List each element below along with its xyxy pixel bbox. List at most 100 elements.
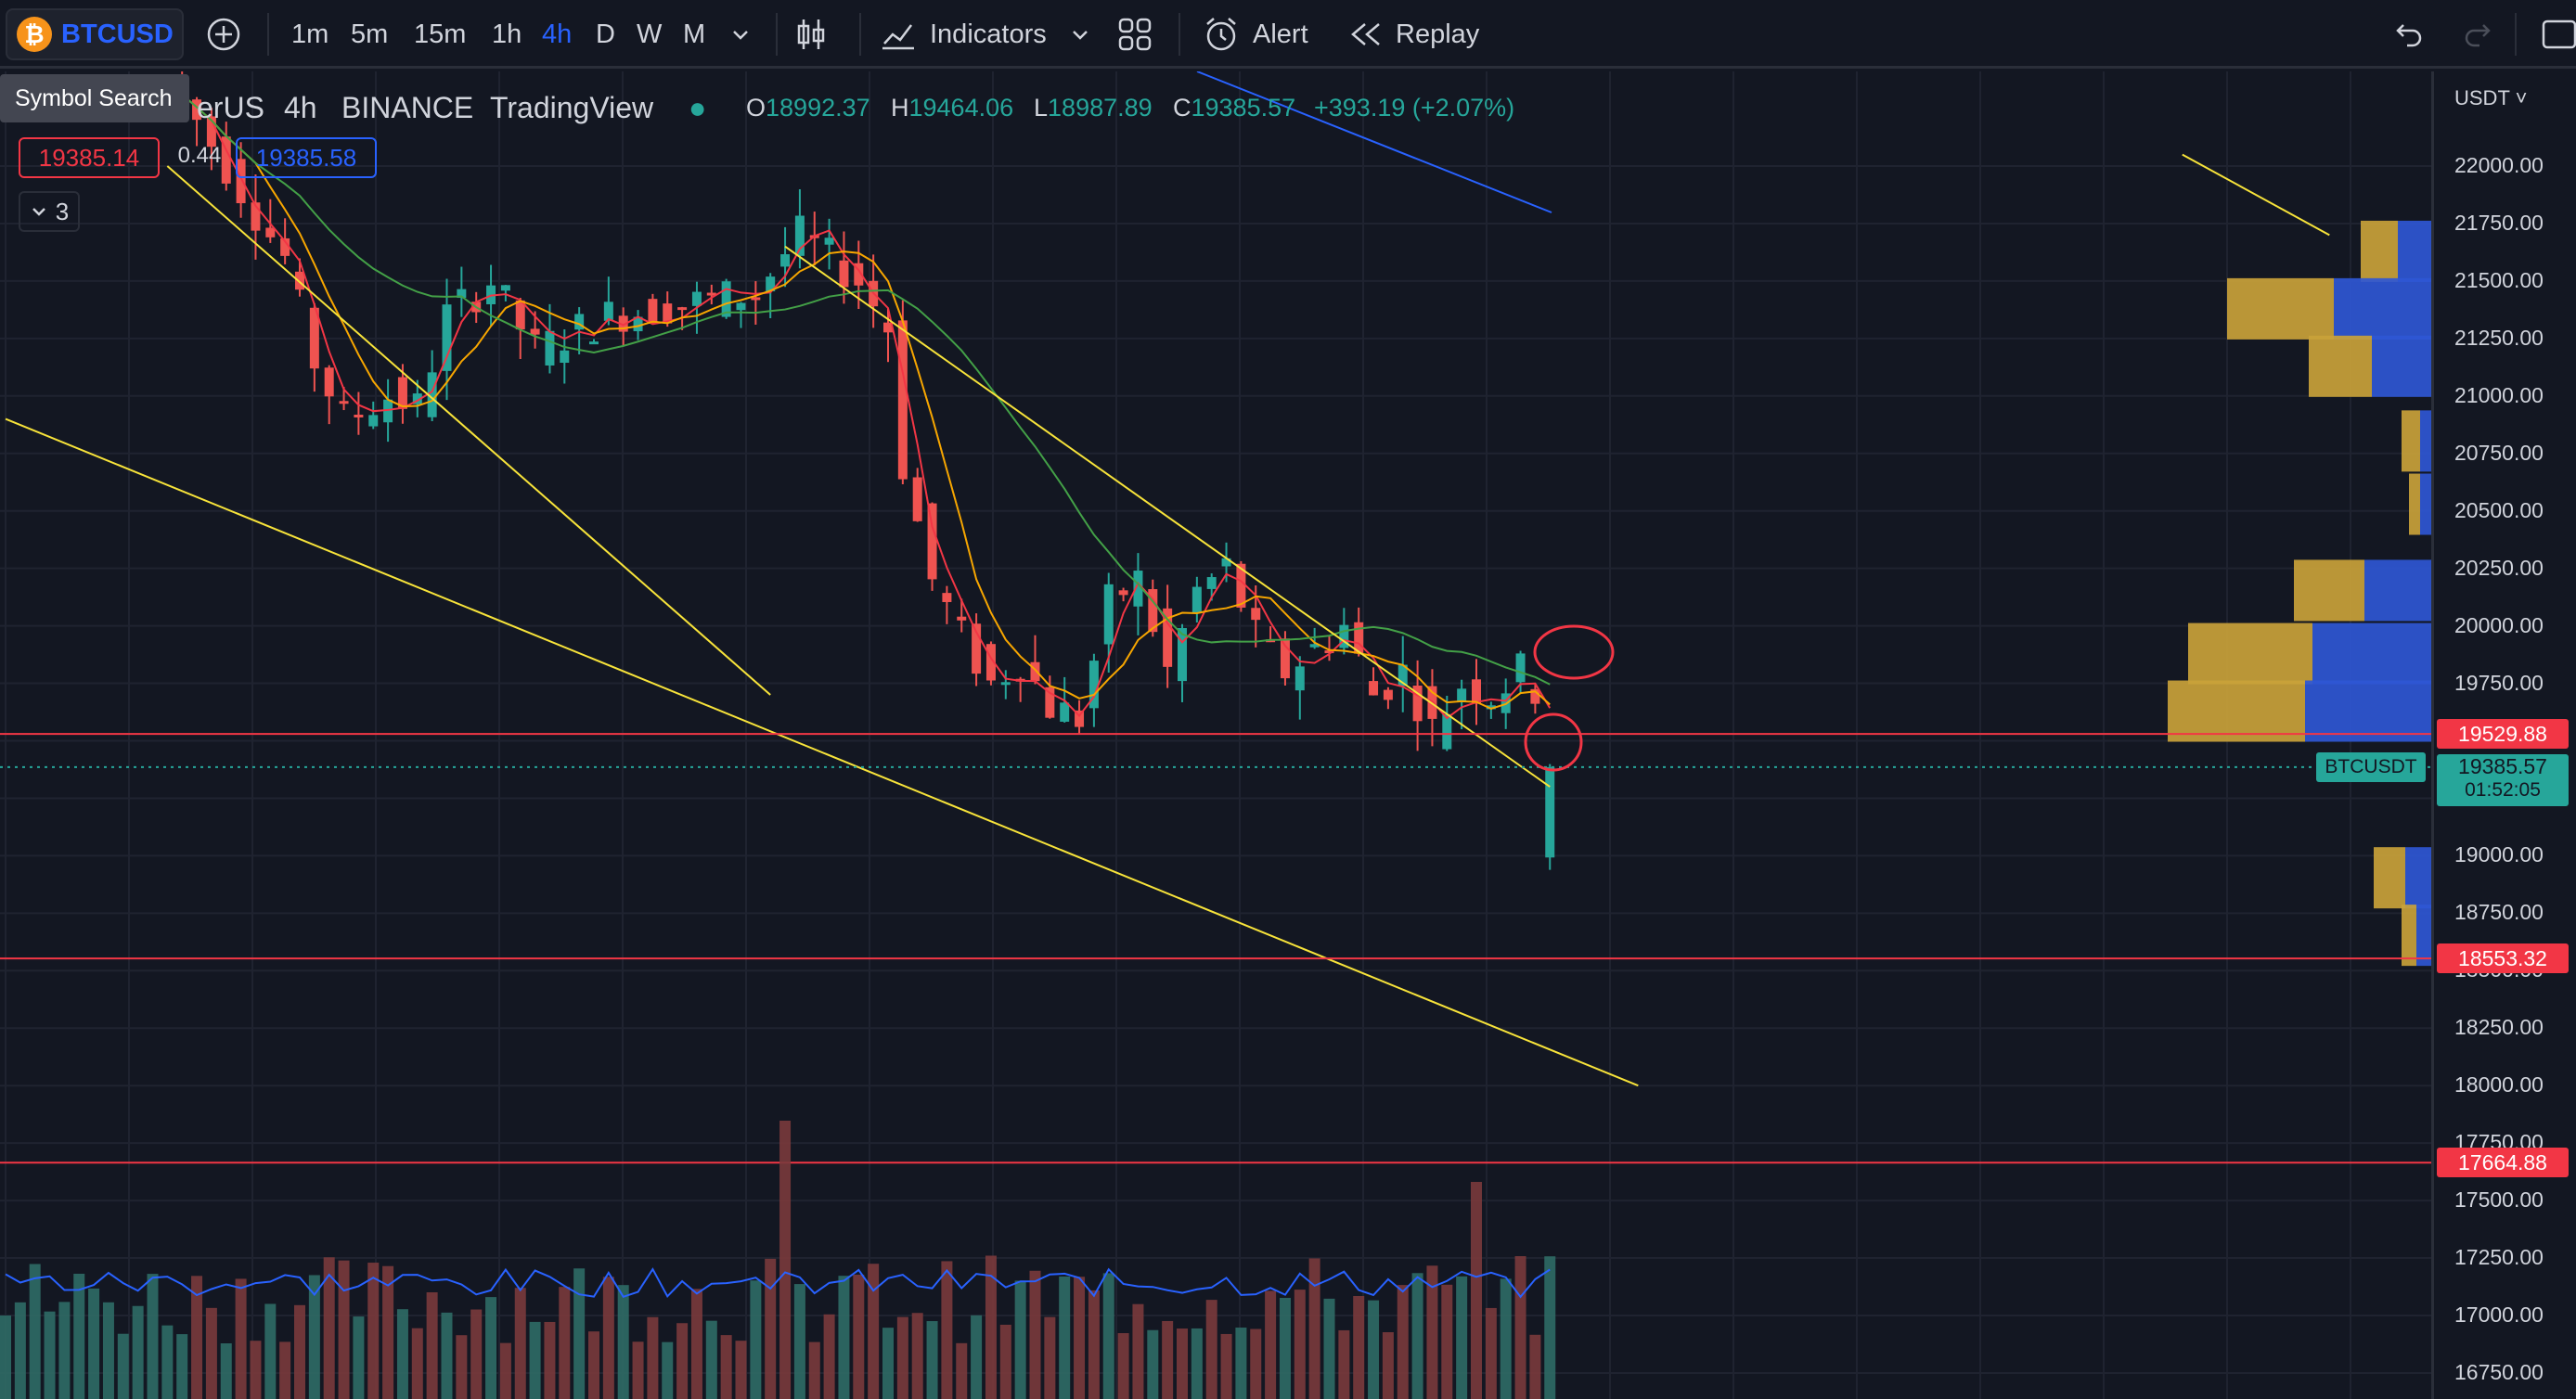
volume-bar xyxy=(1191,1328,1203,1399)
fullscreen-icon[interactable] xyxy=(2541,0,2576,69)
volume-bar xyxy=(1014,1280,1026,1399)
volume-bar xyxy=(1426,1265,1438,1399)
volume-bar xyxy=(235,1278,247,1399)
volume-bar xyxy=(853,1274,865,1399)
candle-body xyxy=(427,372,437,417)
price-chart[interactable] xyxy=(0,71,2431,1399)
timeframe-d[interactable]: D xyxy=(596,19,615,49)
volume-bar xyxy=(1162,1320,1174,1399)
candle-body xyxy=(897,320,908,480)
volume-profile-bar-blue xyxy=(2312,622,2431,685)
volume-bar xyxy=(823,1314,835,1399)
candle-body xyxy=(1442,713,1452,750)
candle-body xyxy=(677,307,688,311)
indicators-button[interactable]: Indicators xyxy=(880,0,1047,69)
volume-bar xyxy=(73,1273,85,1399)
indicators-toggle[interactable]: 3 xyxy=(19,191,80,232)
candle-body xyxy=(1221,558,1231,567)
add-symbol-icon[interactable] xyxy=(206,0,241,69)
candle-body xyxy=(1045,687,1055,718)
volume-bar xyxy=(882,1328,894,1399)
volume-bar xyxy=(1353,1296,1365,1399)
volume-profile-bar-gold xyxy=(2402,905,2416,967)
candle-body xyxy=(942,593,952,602)
timeframe-1h[interactable]: 1h xyxy=(492,19,522,49)
replay-button[interactable]: Replay xyxy=(1349,0,1479,69)
candle-body xyxy=(339,401,349,404)
volume-bar xyxy=(1177,1328,1188,1399)
sell-price-box[interactable]: 19385.14 xyxy=(19,137,160,178)
candle-body xyxy=(1236,563,1246,608)
price-tick-label: 21500.00 xyxy=(2454,267,2544,292)
candle-body xyxy=(1280,638,1290,679)
volume-bar xyxy=(1279,1298,1291,1399)
volume-bar xyxy=(647,1316,659,1399)
candle-body xyxy=(412,393,422,404)
candle-body xyxy=(206,116,216,148)
buy-price-box[interactable]: 19385.58 xyxy=(236,137,377,178)
volume-bar xyxy=(1044,1316,1056,1399)
trend-line xyxy=(2182,153,2330,237)
timeframe-m[interactable]: M xyxy=(683,19,706,49)
symbol-search-button[interactable]: ₿ BTCUSD xyxy=(6,8,184,60)
chevron-down-icon[interactable] xyxy=(729,0,752,69)
rewind-icon xyxy=(1351,23,1380,45)
timeframe-1m[interactable]: 1m xyxy=(291,19,329,49)
chart-legend: erUS 4h BINANCE TradingView ● O18992.37 … xyxy=(0,82,1578,134)
candle-body xyxy=(706,292,716,296)
timeframe-4h[interactable]: 4h xyxy=(542,19,573,49)
currency-selector[interactable]: USDT ˅ xyxy=(2454,86,2528,109)
volume-bar xyxy=(838,1276,850,1399)
chevron-down-icon[interactable] xyxy=(1069,0,1091,69)
candle-body xyxy=(1369,681,1379,696)
volume-bar xyxy=(617,1285,629,1399)
price-tick-label: 20750.00 xyxy=(2454,440,2544,465)
price-tick-label: 18750.00 xyxy=(2454,900,2544,925)
volume-bar xyxy=(470,1309,483,1399)
candle-body xyxy=(1324,650,1334,654)
candle-body xyxy=(295,271,304,290)
volume-bar xyxy=(793,1284,805,1399)
volume-bar xyxy=(191,1276,203,1399)
timeframe-5m[interactable]: 5m xyxy=(351,19,389,49)
volume-bar xyxy=(250,1341,262,1399)
candles-chart-type-icon[interactable] xyxy=(794,0,828,69)
volume-bar xyxy=(294,1304,305,1399)
timeframe-15m[interactable]: 15m xyxy=(414,19,467,49)
volume-profile-bar-blue xyxy=(2420,473,2431,535)
candle-body xyxy=(1486,705,1496,710)
volume-profile-bar-gold xyxy=(2188,622,2312,685)
redo-icon[interactable] xyxy=(2463,0,2492,69)
layouts-icon[interactable] xyxy=(1117,0,1153,69)
candle-body xyxy=(574,314,585,330)
candle-body xyxy=(1030,661,1040,682)
candle-body xyxy=(1530,688,1540,704)
candle-body xyxy=(883,322,893,333)
volume-bar xyxy=(1132,1303,1144,1399)
volume-bar xyxy=(779,1121,792,1399)
candle-body xyxy=(766,276,776,292)
volume-bar xyxy=(1338,1329,1350,1399)
timeframe-w[interactable]: W xyxy=(637,19,663,49)
price-tick-label: 18250.00 xyxy=(2454,1015,2544,1040)
candle-body xyxy=(721,281,731,317)
volume-profile-bar-gold xyxy=(2294,559,2364,622)
alert-button[interactable]: Alert xyxy=(1203,0,1308,69)
undo-icon[interactable] xyxy=(2394,0,2424,69)
candle-body xyxy=(1206,577,1217,589)
candle-body xyxy=(794,215,805,256)
legend-interval: 4h xyxy=(284,91,317,124)
symbol-label: BTCUSD xyxy=(61,19,174,49)
high-label: H xyxy=(891,94,909,122)
volume-bar xyxy=(308,1275,320,1399)
candle-body xyxy=(383,399,393,423)
volume-bar xyxy=(1382,1332,1394,1399)
legend-exchange: BINANCE xyxy=(341,91,474,124)
volume-bar xyxy=(705,1320,717,1399)
volume-bar xyxy=(338,1260,350,1399)
spread-value: 0.44 xyxy=(177,143,222,168)
candle-body xyxy=(1294,666,1305,691)
volume-bar xyxy=(147,1274,159,1399)
volume-profile-bar-blue xyxy=(2372,335,2431,397)
volume-bar xyxy=(117,1333,129,1399)
